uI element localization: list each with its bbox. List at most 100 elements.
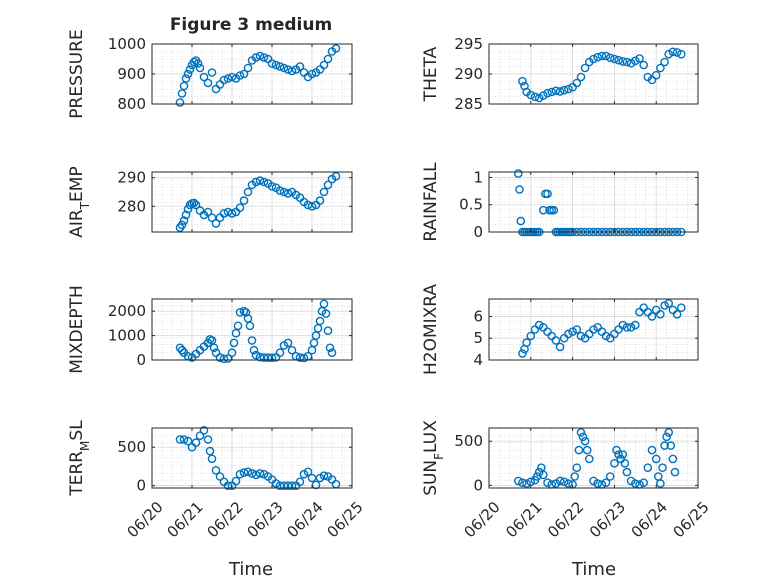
- data-point: [668, 454, 678, 464]
- data-point: [189, 57, 199, 67]
- y-tick-label: 0: [473, 223, 483, 241]
- data-point: [572, 325, 582, 334]
- data-point: [227, 209, 237, 218]
- data-point: [181, 210, 191, 220]
- data-point: [534, 320, 544, 330]
- data-point: [255, 352, 265, 362]
- data-point: [177, 345, 187, 355]
- data-point: [651, 454, 661, 464]
- data-point: [631, 320, 640, 330]
- data-point: [597, 51, 607, 61]
- data-point: [564, 84, 573, 94]
- data-point: [647, 75, 657, 85]
- data-point: [295, 353, 305, 362]
- data-point: [601, 478, 611, 488]
- data-point: [181, 74, 191, 83]
- y-axis-label: MIXDEPTH: [67, 285, 87, 374]
- data-point: [183, 204, 193, 214]
- data-point: [211, 465, 221, 475]
- data-point: [259, 177, 269, 187]
- data-point: [515, 185, 524, 194]
- data-point: [589, 54, 598, 64]
- data-point: [319, 299, 329, 309]
- data-point: [215, 472, 225, 481]
- data-point: [647, 312, 657, 321]
- data-point: [664, 49, 674, 59]
- subplot-3: 280 290 AIRTEMP: [67, 166, 353, 238]
- data-point: [219, 75, 229, 85]
- y-tick-label: 285: [454, 95, 483, 113]
- x-tick-label: 06/23: [586, 498, 629, 541]
- data-point: [235, 469, 245, 479]
- data-point: [259, 53, 269, 62]
- data-point: [631, 479, 640, 488]
- data-point: [547, 87, 557, 97]
- data-point: [307, 201, 317, 211]
- x-tick-label: 06/23: [243, 498, 286, 541]
- data-point: [215, 353, 225, 362]
- data-point: [593, 479, 603, 488]
- data-point: [660, 301, 669, 310]
- data-point: [626, 322, 636, 332]
- data-point: [656, 479, 665, 488]
- y-axis-label: THETA: [421, 46, 441, 102]
- y-tick-label: 290: [454, 65, 483, 83]
- data-point: [185, 200, 195, 210]
- data-point: [331, 44, 341, 53]
- axes-box: [151, 427, 353, 489]
- data-point: [601, 51, 611, 61]
- data-point: [543, 189, 552, 199]
- data-point: [662, 432, 671, 442]
- y-tick-label: 295: [454, 35, 483, 53]
- data-point: [570, 472, 580, 481]
- data-point: [574, 445, 584, 455]
- data-point: [539, 91, 548, 100]
- data-point: [622, 57, 632, 67]
- data-point: [518, 76, 527, 86]
- data-point: [287, 481, 297, 491]
- data-point: [243, 467, 253, 477]
- data-point: [580, 63, 590, 73]
- data-point: [576, 428, 586, 437]
- data-point: [323, 326, 333, 336]
- data-point: [530, 92, 540, 102]
- x-tick-label: 06/22: [544, 498, 587, 541]
- data-point: [233, 321, 243, 331]
- data-point: [555, 342, 565, 352]
- data-point: [601, 331, 611, 341]
- data-point: [551, 336, 561, 345]
- data-point: [620, 458, 630, 468]
- data-point: [568, 327, 577, 337]
- data-point: [307, 473, 317, 483]
- data-point: [251, 350, 261, 360]
- data-point: [183, 436, 193, 446]
- data-point: [219, 209, 229, 218]
- data-point: [526, 331, 536, 341]
- data-point: [660, 57, 669, 67]
- data-point: [514, 169, 523, 178]
- data-point: [195, 63, 205, 73]
- data-point: [203, 207, 213, 217]
- y-tick-label: 500: [454, 432, 483, 450]
- data-point: [203, 78, 213, 88]
- y-tick-label: 1: [473, 168, 483, 186]
- data-point: [643, 463, 653, 473]
- data-point: [518, 349, 527, 358]
- data-point: [275, 481, 285, 491]
- data-point: [651, 70, 661, 80]
- data-point: [307, 69, 317, 79]
- data-point: [239, 69, 249, 79]
- data-point: [559, 85, 569, 95]
- data-point: [656, 309, 665, 319]
- data-point: [247, 336, 257, 345]
- data-point: [189, 198, 199, 208]
- y-tick-label: 280: [117, 197, 146, 215]
- x-tick-label: 06/24: [283, 498, 326, 541]
- data-point: [227, 72, 237, 82]
- data-point: [549, 205, 559, 215]
- subplot-6: 4 5 6 H2OMIXRA: [421, 284, 699, 375]
- x-tick-label: 06/22: [203, 498, 246, 541]
- data-point: [259, 353, 269, 362]
- data-point: [582, 445, 592, 455]
- data-point: [219, 354, 229, 364]
